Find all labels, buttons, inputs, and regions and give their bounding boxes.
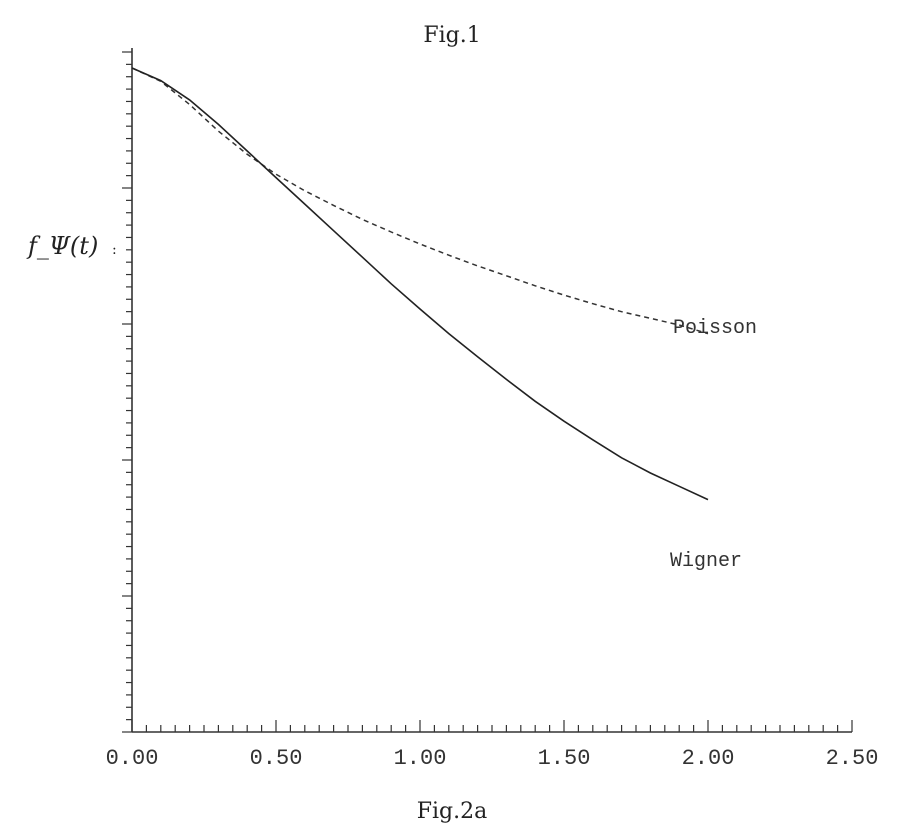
figure-caption-bottom: Fig.2a	[417, 799, 488, 824]
series-wigner-line	[131, 67, 709, 501]
series-label-poisson: Poisson	[673, 317, 757, 340]
series-poisson-line	[131, 67, 709, 335]
x-tick-label: 0.50	[250, 746, 303, 771]
x-tick-label: 1.00	[394, 746, 447, 771]
series-label-wigner: Wigner	[670, 550, 742, 573]
x-tick-label: 2.50	[826, 746, 879, 771]
series-layer	[131, 67, 709, 501]
series-labels: Poisson Wigner	[670, 317, 757, 573]
x-tick-label: 2.00	[682, 746, 735, 771]
x-tick-label: 0.00	[106, 746, 159, 771]
y-axis-ticks	[122, 51, 132, 733]
figure-caption-top: Fig.1	[423, 23, 480, 48]
y-axis-label-colon: :	[112, 242, 117, 258]
x-axis-ticks	[131, 720, 853, 732]
x-tick-label: 1.50	[538, 746, 591, 771]
x-axis-tick-labels: 0.00 0.50 1.00 1.50 2.00 2.50	[106, 746, 879, 771]
y-axis-label: f_Ψ(t)	[26, 232, 98, 260]
